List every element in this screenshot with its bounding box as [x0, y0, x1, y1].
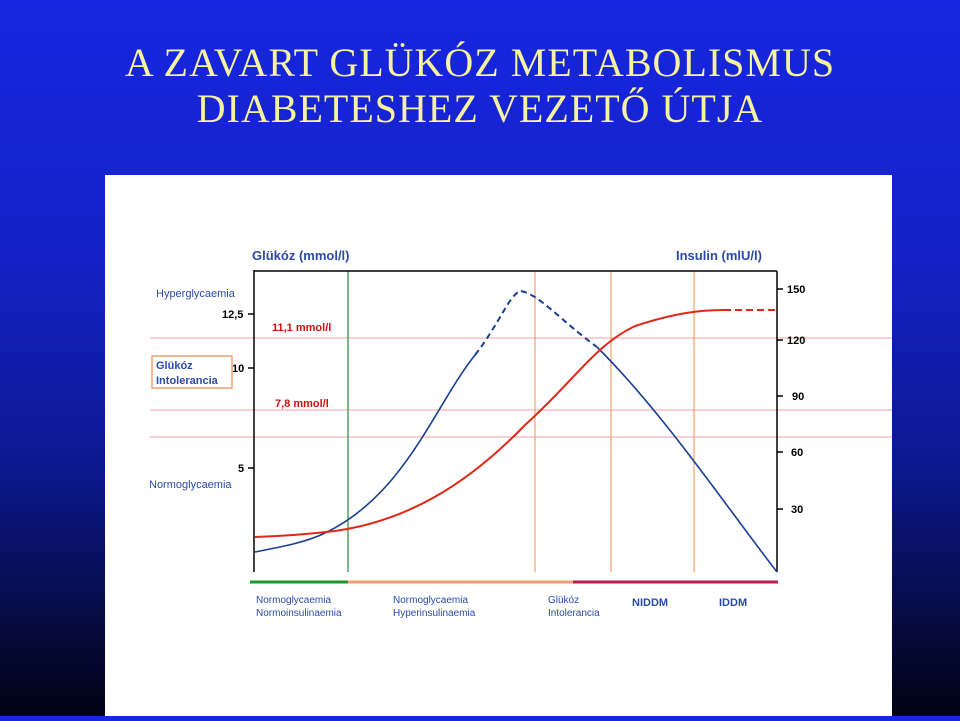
threshold-label-lower: 7,8 mmol/l — [275, 398, 329, 410]
insulin-curve-solid — [254, 309, 725, 538]
zone-box-intolerance — [151, 355, 233, 389]
phase-5-label: IDDM — [719, 597, 747, 609]
right-tick-label-120: 120 — [787, 335, 805, 347]
phase-4-label: NIDDM — [632, 597, 668, 609]
right-tick-label-30: 30 — [791, 504, 803, 516]
phase-3-line-1: Glükóz — [548, 595, 579, 606]
left-tick-label-12-5: 12,5 — [222, 309, 243, 321]
left-tick-label-10: 10 — [232, 363, 244, 375]
zone-label-intolerance-1: Glükóz — [156, 360, 193, 372]
phase-2-line-2: Hyperinsulinaemia — [393, 608, 476, 619]
glucose-curve-solid — [254, 354, 476, 553]
glucose-curve-dashed-peak — [520, 290, 598, 348]
metabolism-chart: Glükóz (mmol/l) Insulin (mlU/l) 12,5 10 … — [149, 248, 892, 619]
glucose-curve-solid-fall — [596, 346, 778, 573]
phase-2-line-1: Normoglycaemia — [393, 595, 468, 606]
left-axis-label: Glükóz (mmol/l) — [252, 248, 350, 263]
zone-label-normoglycaemia: Normoglycaemia — [149, 479, 232, 491]
zone-label-intolerance-2: Intolerancia — [156, 375, 219, 387]
right-tick-label-150: 150 — [787, 284, 805, 296]
title-line-1: A ZAVART GLÜKÓZ METABOLISMUS — [124, 40, 836, 85]
zone-label-hyperglycaemia: Hyperglycaemia — [156, 288, 236, 300]
right-tick-label-60: 60 — [791, 447, 803, 459]
phase-1-line-1: Normoglycaemia — [256, 595, 331, 606]
left-tick-label-5: 5 — [238, 463, 244, 475]
right-axis-label: Insulin (mlU/l) — [676, 248, 762, 263]
right-tick-label-90: 90 — [792, 391, 804, 403]
chart-panel: Glükóz (mmol/l) Insulin (mlU/l) 12,5 10 … — [105, 175, 892, 716]
glucose-curve-dashed-rise — [474, 290, 522, 356]
title-line-2: DIABETESHEZ VEZETŐ ÚTJA — [196, 86, 764, 131]
slide-title: A ZAVART GLÜKÓZ METABOLISMUS DIABETESHEZ… — [0, 40, 960, 132]
phase-3-line-2: Intolerancia — [548, 608, 600, 619]
phase-1-line-2: Normoinsulinaemia — [256, 608, 342, 619]
threshold-label-upper: 11,1 mmol/l — [272, 322, 331, 334]
